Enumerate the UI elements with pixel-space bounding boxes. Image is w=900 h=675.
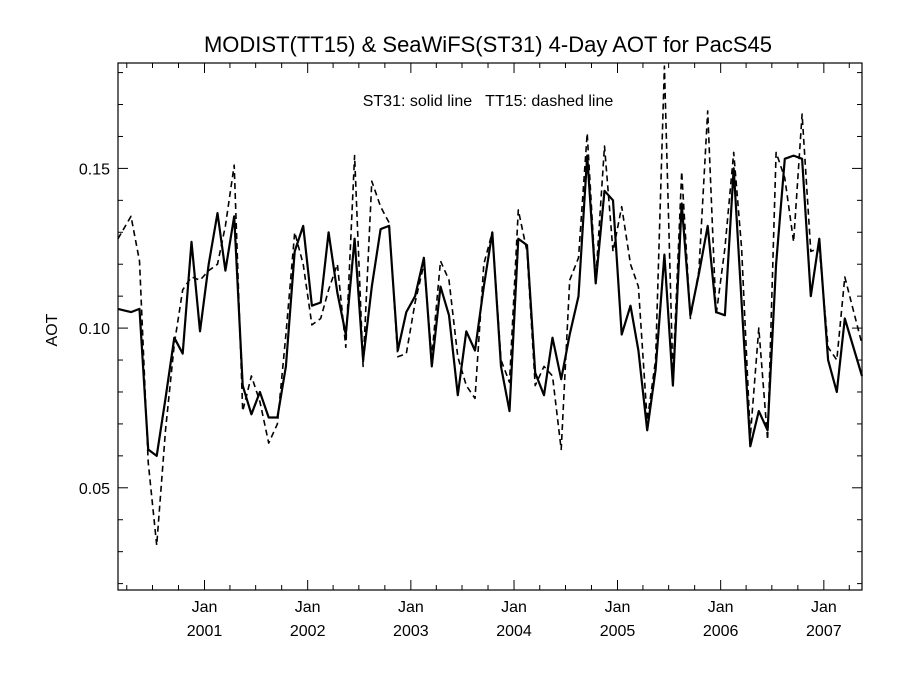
y-axis-label: AOT bbox=[44, 313, 61, 346]
x-tick-year-label: 2002 bbox=[290, 623, 326, 640]
x-tick-year-label: 2007 bbox=[806, 623, 842, 640]
x-tick-year-label: 2003 bbox=[393, 623, 429, 640]
plot-frame bbox=[117, 62, 863, 591]
series-lines bbox=[117, 65, 864, 547]
x-tick-month-label: Jan bbox=[811, 599, 837, 616]
x-tick-month-label: Jan bbox=[295, 599, 321, 616]
y-tick-label: 0.05 bbox=[79, 481, 110, 498]
series-line-st31 bbox=[117, 154, 864, 457]
x-tick-month-label: Jan bbox=[708, 599, 734, 616]
x-tick-year-label: 2004 bbox=[496, 623, 532, 640]
x-tick-year-label: 2006 bbox=[703, 623, 739, 640]
axis-ticks: 0.05 0.10 0.15 Jan 2001 Jan 2002 Jan 2003 Jan 2004… bbox=[79, 63, 862, 640]
x-tick-month-label: Jan bbox=[501, 599, 527, 616]
series-line-tt15 bbox=[117, 65, 863, 547]
x-tick-year-label: 2005 bbox=[600, 623, 636, 640]
series-annotation: ST31: solid line TT15: dashed line bbox=[363, 93, 614, 110]
x-tick-year-label: 2001 bbox=[187, 623, 223, 640]
x-tick-month-label: Jan bbox=[605, 599, 631, 616]
x-tick-month-label: Jan bbox=[398, 599, 424, 616]
y-tick-label: 0.10 bbox=[79, 321, 110, 338]
x-tick-month-label: Jan bbox=[192, 599, 218, 616]
y-tick-label: 0.15 bbox=[79, 161, 110, 178]
chart-title: MODIST(TT15) & SeaWiFS(ST31) 4-Day AOT f… bbox=[204, 32, 772, 57]
